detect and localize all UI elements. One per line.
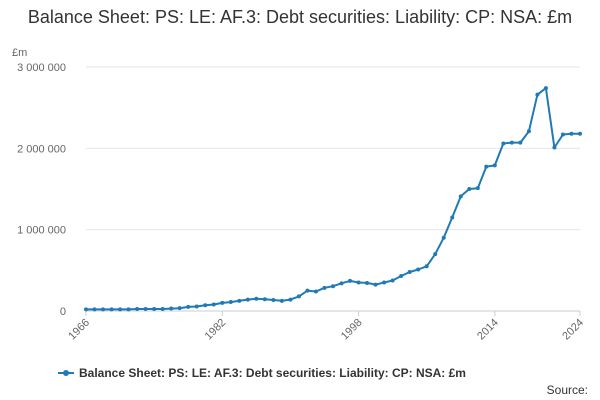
data-point[interactable] (203, 303, 208, 308)
data-point[interactable] (279, 298, 284, 303)
data-point[interactable] (399, 274, 404, 279)
series-line (86, 87, 580, 311)
data-point[interactable] (194, 304, 199, 309)
data-point[interactable] (416, 267, 421, 272)
data-point[interactable] (92, 307, 97, 312)
data-point[interactable] (467, 187, 472, 191)
data-point[interactable] (569, 131, 574, 136)
data-point[interactable] (339, 281, 344, 286)
data-point[interactable] (373, 282, 378, 287)
data-point[interactable] (365, 280, 370, 285)
data-point[interactable] (143, 306, 148, 311)
legend-swatch (58, 367, 74, 379)
grid (86, 66, 580, 231)
data-point[interactable] (220, 300, 225, 305)
data-point[interactable] (560, 132, 565, 137)
series (84, 86, 582, 312)
legend[interactable]: Balance Sheet: PS: LE: AF.3: Debt securi… (58, 366, 466, 380)
x-tick-label: 1982 (203, 317, 229, 343)
data-point[interactable] (543, 86, 548, 91)
axes: 0 1 000 000 2 000 000 3 000 000 1966 1982 1998… (17, 62, 586, 342)
data-point[interactable] (450, 215, 455, 220)
data-point[interactable] (186, 304, 191, 309)
data-point[interactable] (348, 278, 353, 283)
data-point[interactable] (501, 141, 506, 146)
data-point[interactable] (169, 306, 174, 311)
data-point[interactable] (245, 297, 250, 302)
data-point[interactable] (228, 300, 233, 305)
x-tick-label: 1998 (339, 317, 365, 343)
data-point[interactable] (433, 252, 438, 257)
data-point[interactable] (526, 129, 531, 134)
data-point[interactable] (177, 306, 182, 311)
data-point[interactable] (84, 307, 88, 312)
data-point[interactable] (441, 235, 446, 240)
data-point[interactable] (305, 288, 310, 293)
data-point[interactable] (578, 131, 582, 136)
source-label: Source: (546, 383, 588, 397)
data-point[interactable] (118, 307, 123, 312)
data-point[interactable] (237, 298, 242, 303)
data-point[interactable] (475, 186, 480, 191)
y-tick-label: 1 000 000 (17, 225, 66, 237)
data-point[interactable] (382, 280, 387, 285)
data-point[interactable] (254, 296, 259, 301)
data-point[interactable] (211, 302, 216, 307)
data-point[interactable] (152, 306, 157, 311)
data-point[interactable] (518, 140, 523, 145)
legend-label: Balance Sheet: PS: LE: AF.3: Debt securi… (79, 366, 466, 380)
data-point[interactable] (313, 289, 318, 294)
data-point[interactable] (535, 92, 540, 97)
data-point[interactable] (424, 264, 429, 269)
data-point[interactable] (407, 269, 412, 274)
data-point[interactable] (271, 298, 276, 303)
y-tick-label: 0 (60, 306, 66, 318)
data-point[interactable] (101, 307, 106, 312)
data-point[interactable] (492, 163, 497, 168)
data-point[interactable] (331, 284, 335, 289)
data-point[interactable] (356, 280, 361, 285)
x-tick-label: 1966 (66, 317, 92, 343)
y-tick-label: 2 000 000 (17, 143, 66, 155)
x-tick-label: 2014 (475, 317, 501, 343)
legend-swatch-marker (63, 370, 69, 376)
data-point[interactable] (484, 164, 489, 169)
data-point[interactable] (552, 145, 557, 150)
data-point[interactable] (109, 307, 114, 312)
data-point[interactable] (288, 297, 293, 302)
data-point[interactable] (262, 297, 267, 302)
data-point[interactable] (160, 306, 165, 311)
data-point[interactable] (509, 140, 514, 145)
y-axis-unit-label: £m (12, 47, 27, 59)
data-point[interactable] (322, 285, 327, 290)
chart-title: Balance Sheet: PS: LE: AF.3: Debt securi… (27, 7, 573, 27)
data-point[interactable] (135, 306, 140, 311)
y-tick-label: 3 000 000 (17, 62, 66, 74)
data-point[interactable] (390, 278, 395, 283)
x-tick-label: 2024 (560, 317, 586, 343)
data-point[interactable] (126, 307, 131, 312)
data-point[interactable] (458, 194, 463, 199)
data-point[interactable] (296, 294, 301, 299)
